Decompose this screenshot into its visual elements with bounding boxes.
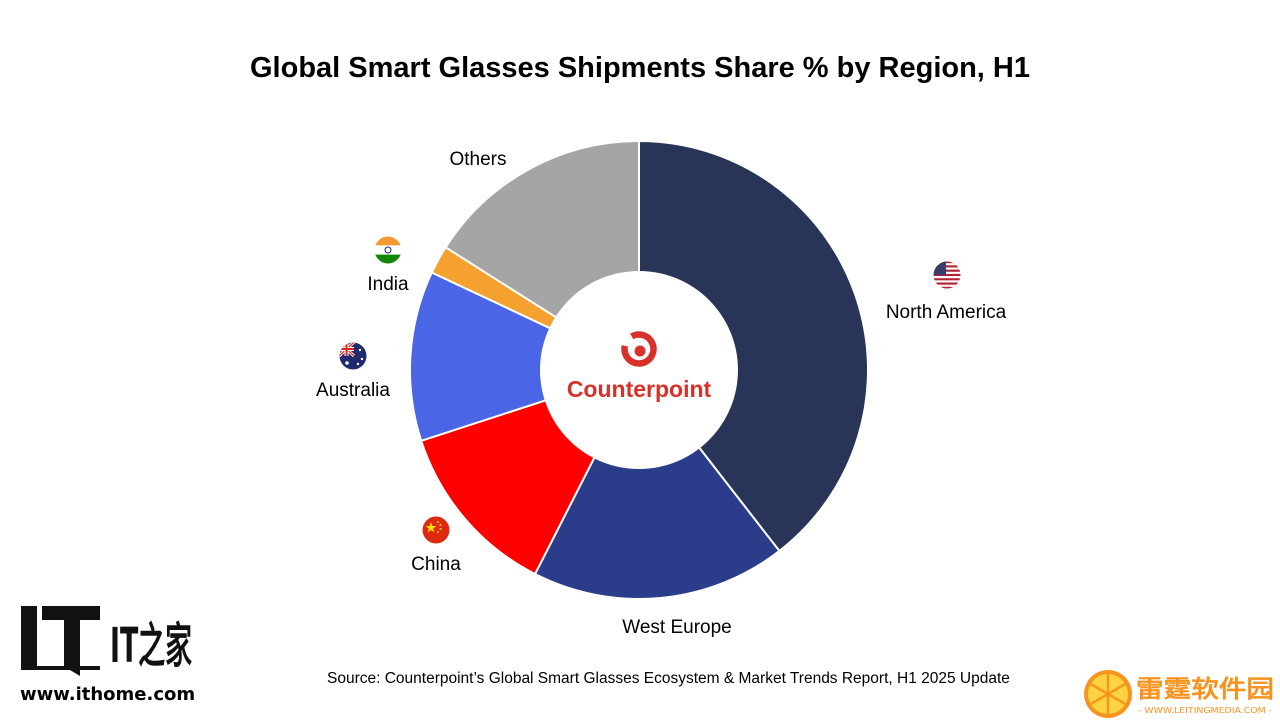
label-others: Others: [449, 149, 506, 170]
label-india: India: [367, 274, 409, 295]
counterpoint-logo: Counterpoint: [567, 331, 712, 402]
label-north-america: North America: [886, 302, 1007, 323]
australia-flag-icon: [339, 342, 367, 370]
label-china: China: [411, 554, 461, 575]
chart-title: Global Smart Glasses Shipments Share % b…: [249, 52, 1030, 84]
ithome-url: www.ithome.com: [20, 684, 196, 705]
leiting-url: - WWW.LEITINGMEDIA.COM -: [1138, 706, 1272, 715]
slice-australia: [409, 271, 642, 443]
us-flag-icon: [933, 261, 961, 289]
donut-hole: [540, 271, 738, 469]
orange-slice-icon: [1084, 670, 1132, 718]
donut-slices: [409, 139, 869, 600]
counterpoint-wordmark: Counterpoint: [567, 376, 712, 402]
source-note: Source: Counterpoint’s Global Smart Glas…: [327, 670, 1010, 687]
slice-west-europe: [533, 368, 781, 600]
leiting-logo: 雷霆软件园 - WWW.LEITINGMEDIA.COM -: [1084, 670, 1274, 718]
ithome-logo-text: IT之家: [110, 618, 192, 674]
slice-labels: Others India Australia China West Europe…: [316, 149, 1007, 638]
china-flag-icon: [422, 516, 450, 544]
leiting-logo-text: 雷霆软件园: [1136, 675, 1274, 703]
label-australia: Australia: [316, 380, 390, 401]
ithome-logo: IT之家: [21, 606, 192, 676]
india-flag-icon: [374, 236, 402, 264]
slice-north-america: [638, 139, 869, 553]
label-west-europe: West Europe: [622, 617, 731, 638]
counterpoint-mark-icon: [621, 331, 657, 367]
